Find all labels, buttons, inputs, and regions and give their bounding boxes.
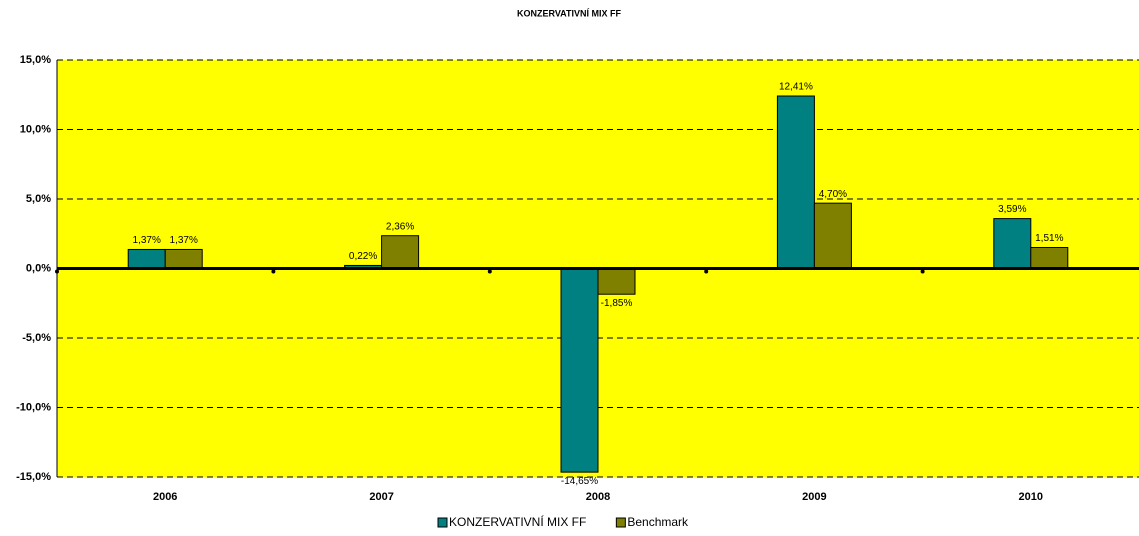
value-label: 1,37%	[133, 235, 161, 246]
bar	[597, 268, 636, 295]
bar	[164, 248, 203, 269]
category-tick	[271, 269, 276, 274]
value-label: 1,37%	[170, 235, 198, 246]
y-tick-label: 10,0%	[20, 123, 51, 135]
x-tick-label: 2008	[586, 491, 610, 503]
x-tick-label: 2009	[802, 491, 826, 503]
value-label: 2,36%	[386, 221, 414, 232]
value-label: -14,65%	[561, 476, 598, 487]
bar	[560, 268, 599, 473]
value-label: 4,70%	[819, 189, 847, 200]
y-tick-label: -5,0%	[22, 332, 51, 344]
y-tick-label: 15,0%	[20, 54, 51, 66]
x-tick-label: 2007	[369, 491, 393, 503]
bar	[993, 218, 1032, 269]
value-label: 0,22%	[349, 251, 377, 262]
value-label: 3,59%	[998, 204, 1026, 215]
value-label: -1,85%	[601, 298, 633, 309]
value-label: 1,51%	[1035, 233, 1063, 244]
bar	[1030, 247, 1069, 270]
x-tick-label: 2010	[1019, 491, 1043, 503]
legend-swatch	[615, 517, 626, 528]
y-tick-label: -10,0%	[16, 401, 51, 413]
category-tick	[920, 269, 925, 274]
legend-label: Benchmark	[627, 515, 689, 529]
y-tick-label: -15,0%	[16, 471, 51, 483]
y-tick-label: 0,0%	[26, 262, 51, 274]
chart-title: KONZERVATIVNÍ MIX FF	[517, 8, 622, 18]
bar	[127, 248, 166, 269]
legend-swatch	[437, 517, 448, 528]
category-tick	[704, 269, 709, 274]
bar	[776, 95, 815, 269]
x-tick-label: 2006	[153, 491, 177, 503]
legend-label: KONZERVATIVNÍ MIX FF	[449, 514, 586, 529]
value-label: 12,41%	[779, 82, 813, 93]
category-tick	[487, 269, 492, 274]
bar	[813, 202, 852, 269]
category-tick	[55, 269, 59, 274]
y-tick-label: 5,0%	[26, 193, 51, 205]
bar	[381, 235, 420, 269]
